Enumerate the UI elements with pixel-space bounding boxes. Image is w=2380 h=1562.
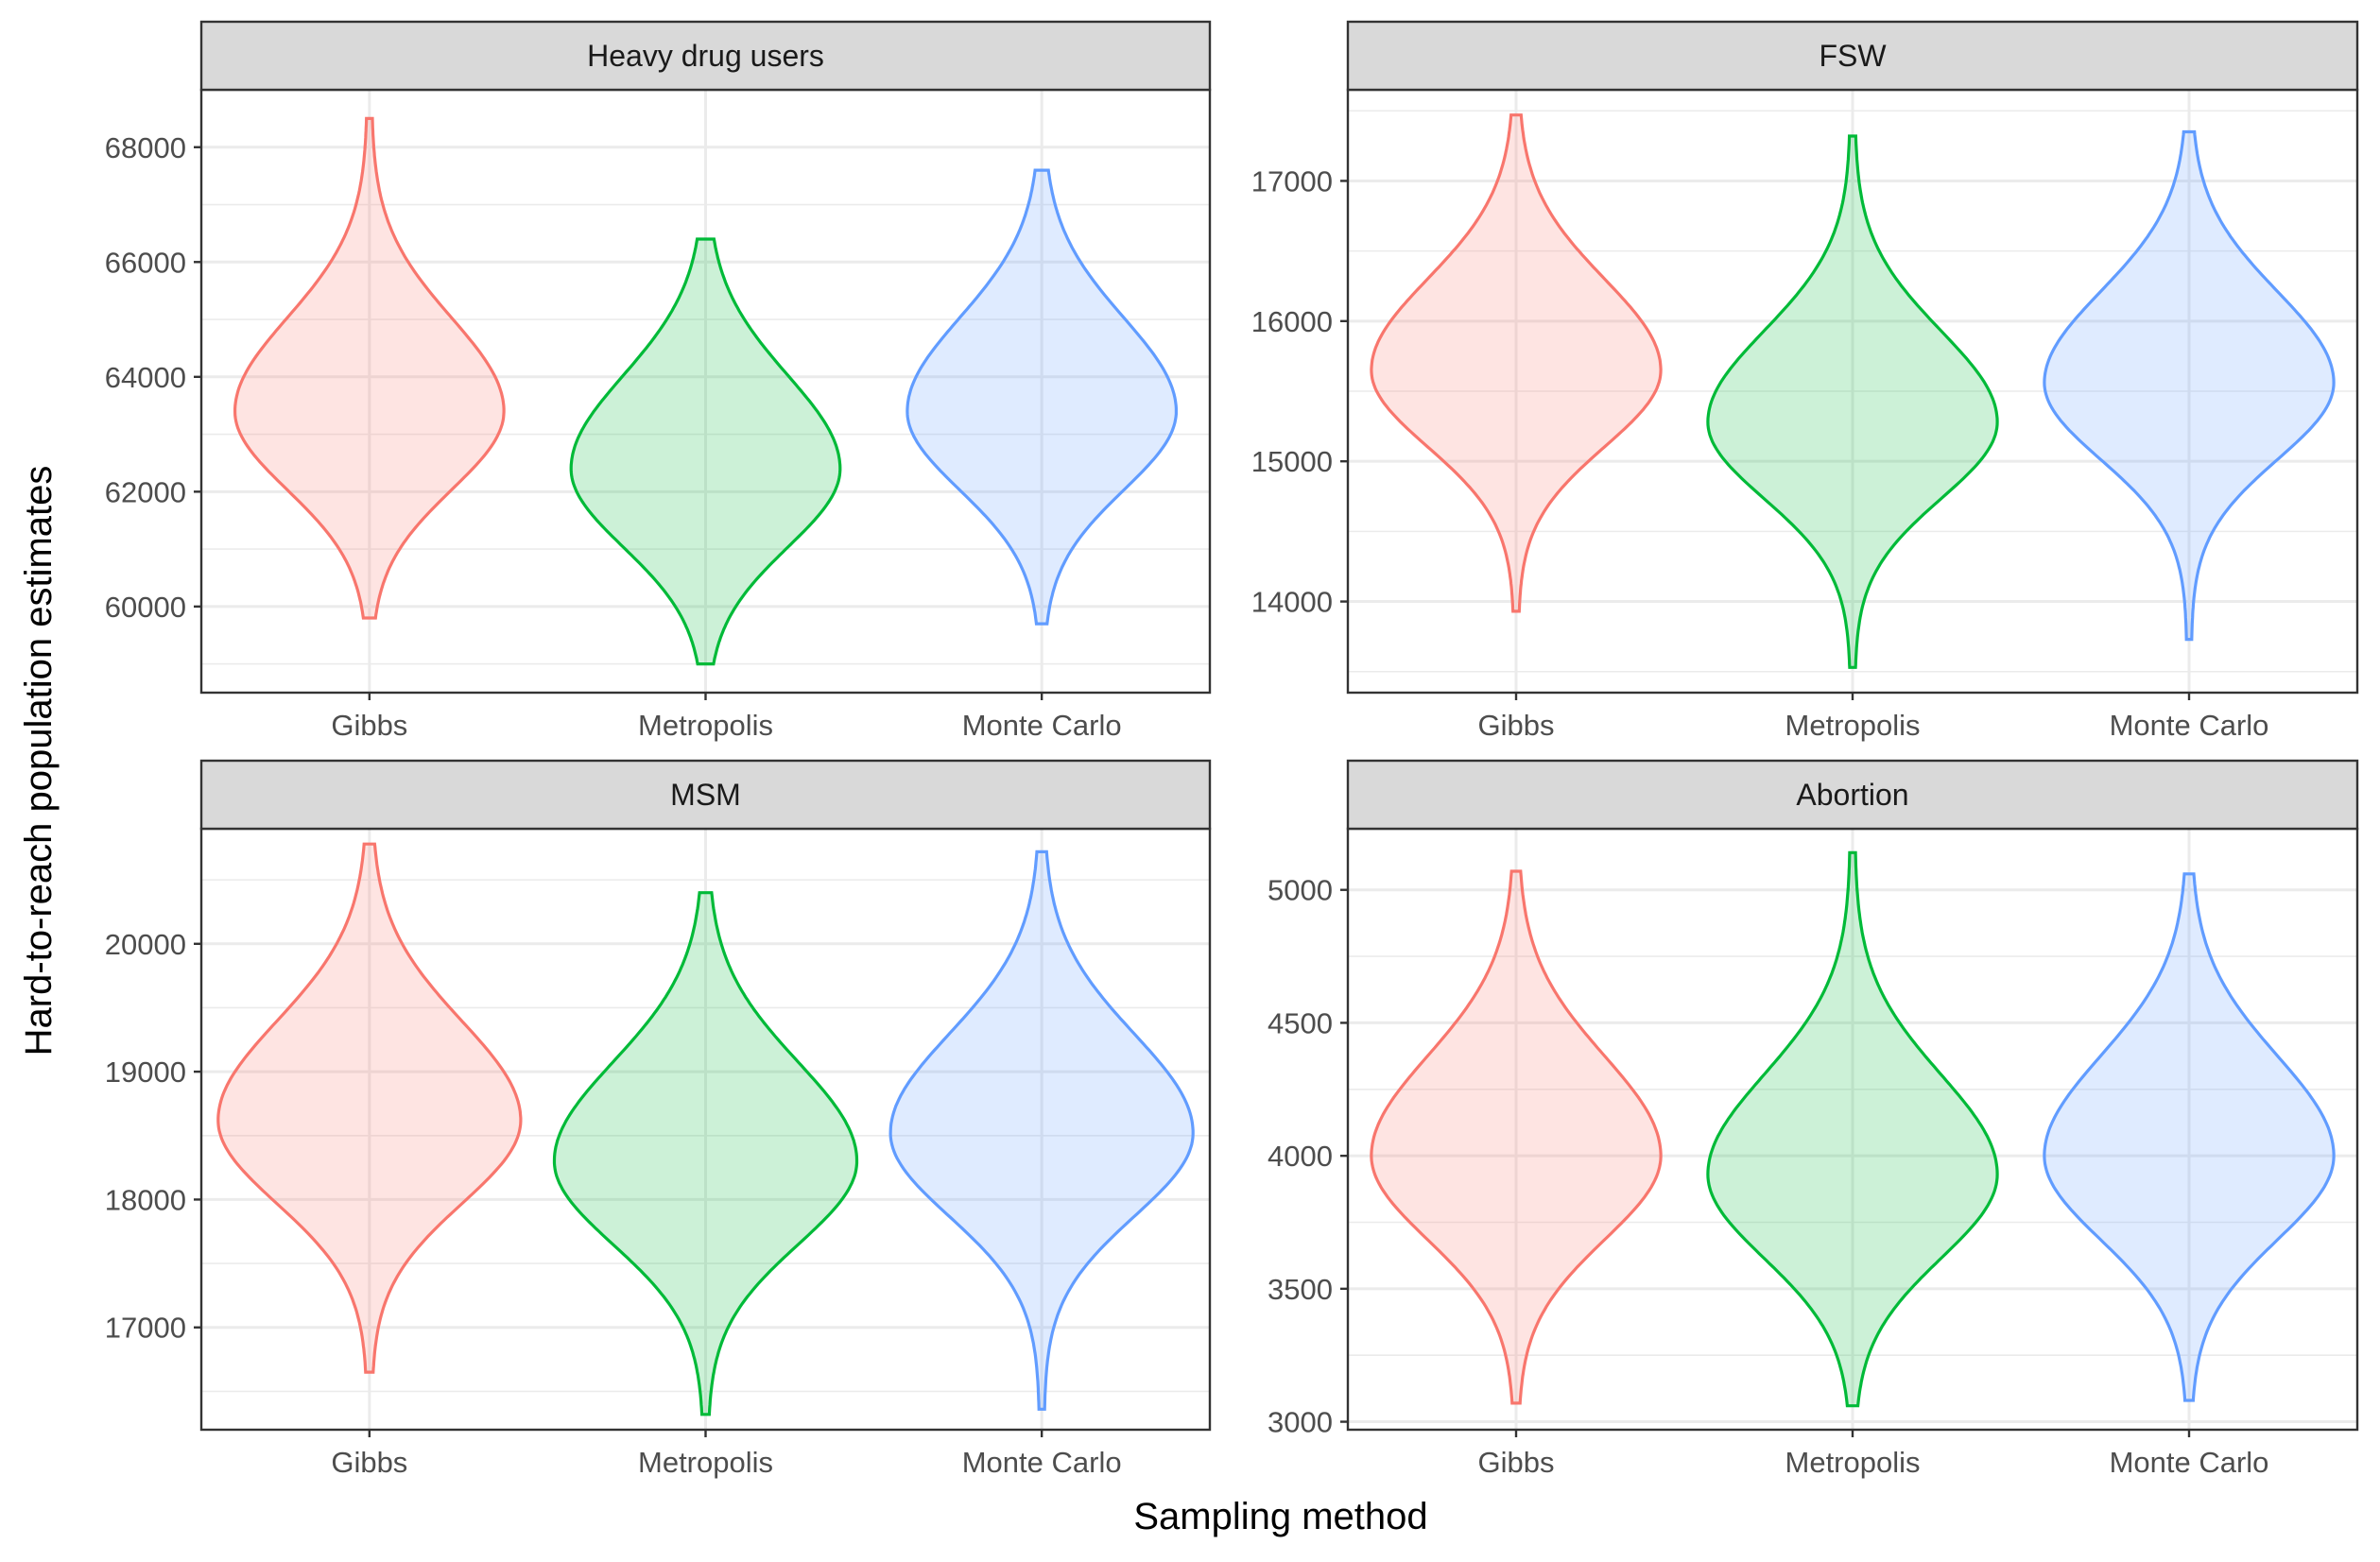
facet-strip-label: MSM <box>670 778 741 812</box>
y-tick-label: 20000 <box>105 928 186 961</box>
panel-msm: MSM 17000 18000 19000 20000 Gibbs Metropolis Mo… <box>105 761 1210 1479</box>
x-tick-label: Monte Carlo <box>2110 709 2269 742</box>
facet-strip-label: Abortion <box>1796 778 1908 812</box>
y-tick-label: 19000 <box>105 1056 186 1089</box>
violin-msm-monte-carlo <box>890 851 1193 1409</box>
x-tick-label: Metropolis <box>1785 709 1921 742</box>
x-tick-label: Gibbs <box>1478 709 1555 742</box>
facet-strip-label: FSW <box>1819 39 1887 73</box>
x-tick-label: Gibbs <box>331 709 407 742</box>
x-tick-label: Metropolis <box>638 709 773 742</box>
x-tick-label: Monte Carlo <box>962 709 1122 742</box>
y-tick-label: 4000 <box>1268 1140 1333 1173</box>
x-tick-label: Metropolis <box>638 1446 773 1479</box>
x-tick-label: Metropolis <box>1785 1446 1921 1479</box>
y-tick-label: 16000 <box>1251 305 1333 338</box>
y-tick-label: 68000 <box>105 131 186 164</box>
y-axis-title: Hard-to-reach population estimates <box>18 466 60 1056</box>
violin-fsw-metropolis <box>1708 136 1997 667</box>
violin-msm-metropolis <box>555 893 857 1415</box>
violin-fsw-monte-carlo <box>2044 132 2334 640</box>
violin-abortion-metropolis <box>1708 852 1997 1405</box>
y-tick-label: 4500 <box>1268 1006 1333 1039</box>
y-tick-label: 3500 <box>1268 1273 1333 1306</box>
x-tick-label: Gibbs <box>331 1446 407 1479</box>
panel-fsw: FSW 14000 15000 16000 17000 Gibbs Metropolis Mo… <box>1251 22 2357 742</box>
panel-heavy-drug-users: Heavy drug users 60000 62000 64000 66000 6800… <box>105 22 1210 742</box>
y-tick-label: 17000 <box>1251 164 1333 197</box>
violin-fsw-gibbs <box>1371 115 1661 611</box>
violin-abortion-monte-carlo <box>2044 874 2334 1400</box>
facet-strip-label: Heavy drug users <box>587 39 824 73</box>
y-tick-label: 17000 <box>105 1312 186 1345</box>
violin-abortion-gibbs <box>1371 871 1661 1403</box>
violin-heavy-drug-users-metropolis <box>571 239 840 664</box>
y-tick-label: 15000 <box>1251 445 1333 478</box>
x-tick-label: Gibbs <box>1478 1446 1555 1479</box>
panel-abortion: Abortion 3000 3500 4000 4500 5000 Gibbs Metropo… <box>1268 761 2357 1479</box>
x-tick-label: Monte Carlo <box>962 1446 1122 1479</box>
x-tick-label: Monte Carlo <box>2110 1446 2269 1479</box>
violin-msm-gibbs <box>218 844 521 1372</box>
violin-chart-figure: Heavy drug users 60000 62000 64000 66000 6800… <box>0 0 2380 1562</box>
violin-heavy-drug-users-monte-carlo <box>907 170 1177 624</box>
y-tick-label: 60000 <box>105 591 186 624</box>
x-axis-title: Sampling method <box>1133 1496 1427 1537</box>
violin-heavy-drug-users-gibbs <box>235 118 504 618</box>
y-tick-label: 14000 <box>1251 586 1333 619</box>
y-tick-label: 64000 <box>105 361 186 394</box>
facet-panels: Heavy drug users 60000 62000 64000 66000 6800… <box>105 22 2357 1479</box>
y-tick-label: 18000 <box>105 1183 186 1216</box>
y-tick-label: 3000 <box>1268 1406 1333 1439</box>
y-tick-label: 5000 <box>1268 874 1333 907</box>
y-tick-label: 66000 <box>105 246 186 279</box>
y-tick-label: 62000 <box>105 475 186 508</box>
